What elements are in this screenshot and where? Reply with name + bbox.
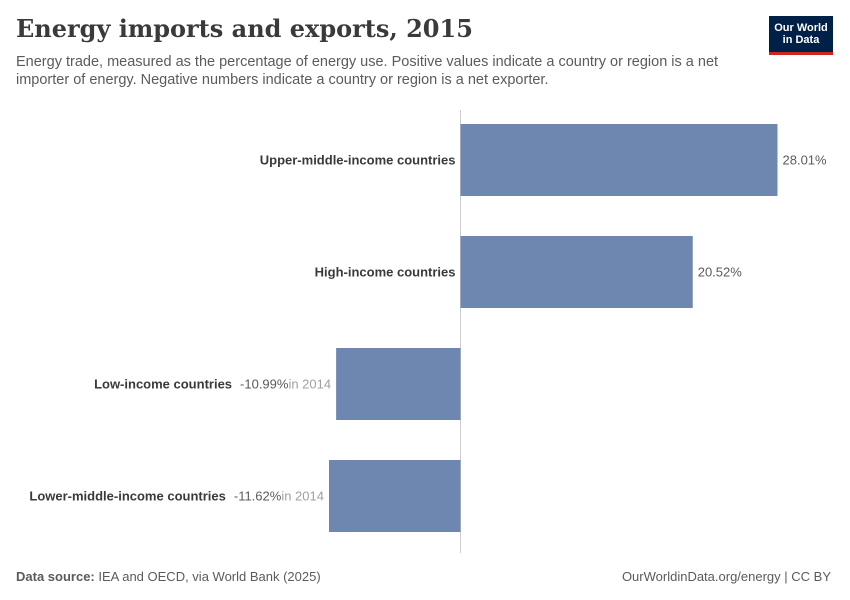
category-label-2: Low-income countries xyxy=(94,377,232,392)
footer-credit[interactable]: OurWorldinData.org/energy | CC BY xyxy=(621,569,831,584)
value-label-group-3: -11.62%in 2014 xyxy=(234,489,324,504)
value-label-0: 28.01% xyxy=(783,153,828,168)
value-label-2: -10.99% xyxy=(240,377,289,392)
year-note-3: in 2014 xyxy=(281,489,324,504)
category-label-3: Lower-middle-income countries xyxy=(29,489,225,504)
bar-2 xyxy=(336,348,461,420)
category-label-1: High-income countries xyxy=(315,265,456,280)
data-source: Data source: IEA and OECD, via World Ban… xyxy=(16,569,321,584)
value-label-1: 20.52% xyxy=(698,265,743,280)
chart-subtitle: Energy trade, measured as the percentage… xyxy=(16,54,719,88)
data-source-label: Data source: xyxy=(16,569,95,584)
year-note-2: in 2014 xyxy=(288,377,331,392)
bar-0 xyxy=(460,124,778,196)
owid-logo[interactable]: Our World in Data xyxy=(769,16,833,55)
category-label-0: Upper-middle-income countries xyxy=(260,153,456,168)
value-label-3: -11.62% xyxy=(234,489,282,504)
logo-line-2: in Data xyxy=(782,34,820,46)
chart-title: Energy imports and exports, 2015 xyxy=(16,14,473,43)
bar-3 xyxy=(328,460,461,532)
logo-line-1: Our World xyxy=(774,22,828,34)
bar-1 xyxy=(460,236,693,308)
data-source-text[interactable]: IEA and OECD, via World Bank (2025) xyxy=(98,569,321,584)
value-label-group-2: -10.99%in 2014 xyxy=(240,377,331,392)
